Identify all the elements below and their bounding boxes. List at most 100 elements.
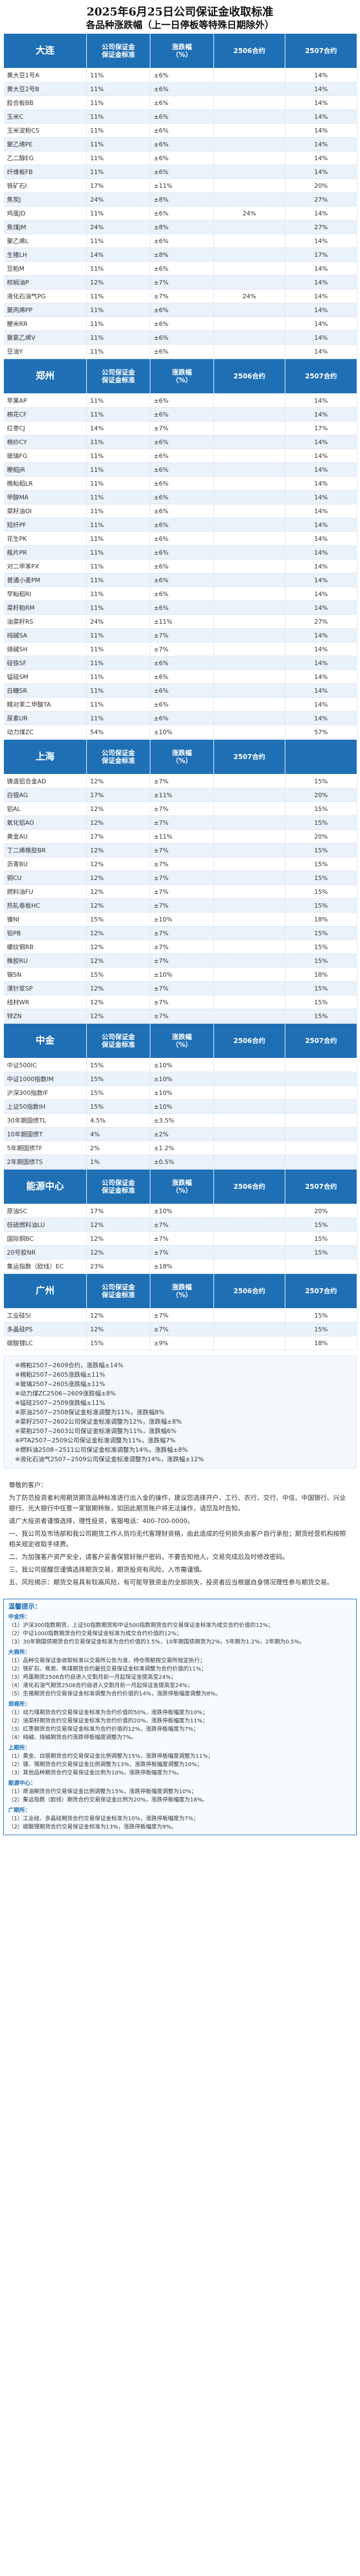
margin-value: 15% bbox=[285, 884, 357, 899]
margin-value: 12% bbox=[86, 802, 150, 816]
rules-title: 温馨提示： bbox=[8, 1603, 42, 1610]
margin-value: 14% bbox=[285, 462, 357, 477]
margin-value: ±11% bbox=[150, 178, 214, 193]
product-name: 纤维板FB bbox=[3, 165, 87, 179]
margin-value: 14% bbox=[285, 711, 357, 725]
margin-value: 15% bbox=[285, 1308, 357, 1323]
margin-value: 17% bbox=[86, 788, 150, 802]
margin-value: ±1.2% bbox=[150, 1141, 214, 1155]
margin-value: 15% bbox=[285, 857, 357, 871]
column-header: 2506合约 bbox=[213, 33, 285, 69]
margin-value: ±10% bbox=[150, 1072, 214, 1086]
margin-value: 12% bbox=[86, 1009, 150, 1023]
product-name: 豆粕M bbox=[3, 261, 87, 276]
margin-value: 11% bbox=[86, 68, 150, 82]
product-name: 锡SN bbox=[3, 967, 87, 982]
margin-value: 14% bbox=[285, 261, 357, 276]
margin-value: ±7% bbox=[150, 815, 214, 830]
letter-paragraph: 一、我公司及市场部和我公司期货工作人员均无代客理财资格，由此造成的任何损失由客户… bbox=[9, 1530, 346, 1548]
note-line: ※菜籽2507~2602公司保证金标准调整为12%，涨跌幅±8% bbox=[15, 1418, 182, 1425]
margin-value: 27% bbox=[285, 220, 357, 234]
margin-value bbox=[213, 954, 285, 968]
table-header-row: 广州 公司保证金 保证金标准 涨跌幅 （%） 2506合约 2507合约 bbox=[3, 1273, 357, 1309]
margin-value bbox=[213, 600, 285, 615]
product-name: 聚乙烯L bbox=[3, 234, 87, 248]
table-row: 棉纱CY 11% ±6% 14% bbox=[3, 435, 357, 449]
table-row: 动力煤ZC 54% ±10% 57% bbox=[3, 725, 357, 739]
column-header: 涨跌幅 （%） bbox=[150, 359, 214, 394]
margin-value: 17% bbox=[86, 1204, 150, 1218]
margin-value bbox=[285, 1259, 357, 1273]
margin-value: ±7% bbox=[150, 1245, 214, 1260]
table-row: 焦炭J 24% ±8% 27% bbox=[3, 192, 357, 207]
product-name: 低硫燃料油LU bbox=[3, 1218, 87, 1232]
table-row: 橡胶RU 12% ±7% 15% bbox=[3, 954, 357, 968]
margin-value bbox=[213, 1204, 285, 1218]
column-header: 公司保证金 保证金标准 bbox=[86, 359, 150, 394]
table-row: 烧碱SH 11% ±7% 14% bbox=[3, 642, 357, 656]
margin-value bbox=[213, 261, 285, 276]
margin-value: 4.5% bbox=[86, 1113, 150, 1128]
margin-value bbox=[213, 407, 285, 422]
product-name: 棕榈油P bbox=[3, 275, 87, 289]
margin-value: 11% bbox=[86, 435, 150, 449]
margin-value: 15% bbox=[86, 912, 150, 926]
margin-value: 18% bbox=[285, 1336, 357, 1350]
letter-paragraph: 尊敬的客户： bbox=[9, 1481, 47, 1489]
table-row: 燃料油FU 12% ±7% 15% bbox=[3, 884, 357, 899]
margin-value: ±6% bbox=[150, 123, 214, 138]
table-row: 铸造铝合金AD 12% ±7% 15% bbox=[3, 774, 357, 788]
product-name: 对二甲苯PX bbox=[3, 559, 87, 573]
margin-value: 54% bbox=[86, 725, 150, 739]
letter-paragraph: 五、风险揭示：期货交易具有较高风险，有可能导致资金的全部损失，投资者应当根据自身… bbox=[9, 1578, 333, 1586]
margin-value: 11% bbox=[86, 449, 150, 463]
margin-value: ±10% bbox=[150, 912, 214, 926]
column-header: 涨跌幅 （%） bbox=[150, 1273, 214, 1309]
note-line: ※玻璃2507~2605涨跌幅±11% bbox=[15, 1381, 106, 1388]
product-name: 橡胶RU bbox=[3, 954, 87, 968]
margin-value: 11% bbox=[86, 393, 150, 408]
table-row: 黄金AU 17% ±11% 20% bbox=[3, 829, 357, 844]
margin-value: 15% bbox=[285, 774, 357, 788]
table-row: 乙二醇EG 11% ±6% 14% bbox=[3, 151, 357, 165]
margin-table: 上海 公司保证金 保证金标准 涨跌幅 （%） 2507合约 铸造铝合金AD 12% ±7% 1… bbox=[3, 739, 357, 1023]
product-name: 30年期国债TL bbox=[3, 1113, 87, 1128]
margin-value: ±6% bbox=[150, 261, 214, 276]
margin-value bbox=[213, 449, 285, 463]
margin-value: ±6% bbox=[150, 344, 214, 359]
margin-value: 11% bbox=[86, 628, 150, 642]
margin-value: 14% bbox=[285, 137, 357, 151]
margin-value: 14% bbox=[285, 545, 357, 560]
column-header: 涨跌幅 （%） bbox=[150, 1023, 214, 1058]
margin-value: ±7% bbox=[150, 774, 214, 788]
margin-value: 14% bbox=[285, 559, 357, 573]
margin-value: 27% bbox=[285, 192, 357, 207]
table-row: 5年期国债TF 2% ±1.2% bbox=[3, 1141, 357, 1155]
table-row: 丁二烯橡胶BR 12% ±7% 15% bbox=[3, 843, 357, 857]
margin-value: 12% bbox=[86, 774, 150, 788]
product-name: 液化石油气PG bbox=[3, 289, 87, 303]
margin-value: 11% bbox=[86, 656, 150, 670]
product-name: 棉花CF bbox=[3, 407, 87, 422]
note-line: ※燃料油2508~2511公司保证金标准调整为14%，涨跌幅±8% bbox=[15, 1446, 188, 1453]
product-name: 白银AG bbox=[3, 788, 87, 802]
product-name: 焦炭J bbox=[3, 192, 87, 207]
margin-value: ±6% bbox=[150, 587, 214, 601]
margin-value: 15% bbox=[285, 898, 357, 913]
margin-value: 2% bbox=[86, 1141, 150, 1155]
exchange-name: 郑州 bbox=[3, 359, 87, 394]
margin-value: ±7% bbox=[150, 802, 214, 816]
product-name: 上证50指数IH bbox=[3, 1099, 87, 1114]
margin-value bbox=[213, 220, 285, 234]
margin-value: 20% bbox=[285, 178, 357, 193]
table-row: 对二甲苯PX 11% ±6% 14% bbox=[3, 559, 357, 573]
note-line: ※液化石油气2507~2509公司保证金标准调整为14%，涨跌幅±12% bbox=[15, 1456, 204, 1463]
margin-value bbox=[213, 725, 285, 739]
margin-value: 14% bbox=[285, 697, 357, 712]
rule-groups: 中金所： （1）沪深300指数期货、上证50指数期货和中证500指数期货合约交易保… bbox=[8, 1613, 352, 1831]
margin-value: ±10% bbox=[150, 967, 214, 982]
margin-value: 14% bbox=[285, 504, 357, 518]
product-name: 20号胶NR bbox=[3, 1245, 87, 1260]
margin-value bbox=[285, 1155, 357, 1169]
margin-table: 大连 公司保证金 保证金标准 涨跌幅 （%） 2506合约 2507合约 黄大豆1号A 11… bbox=[3, 33, 357, 359]
